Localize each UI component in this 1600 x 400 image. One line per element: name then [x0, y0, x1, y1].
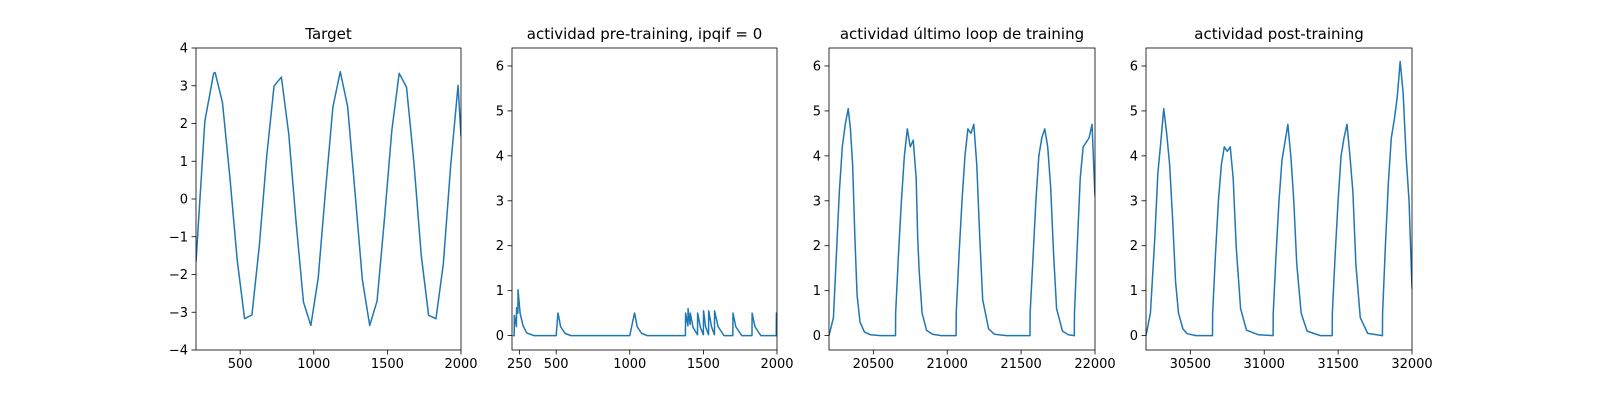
- y-tick-label: 4: [813, 149, 821, 164]
- y-tick-label: 3: [180, 79, 188, 94]
- x-tick-label: 31500: [1317, 357, 1358, 372]
- subplot-4: 30500 31000 31500 32000 0 1 2 3 4 5 6 actividad pos…: [1130, 25, 1433, 372]
- x-tick-label: 2000: [444, 357, 477, 372]
- chart-title: actividad post-training: [1194, 25, 1363, 43]
- x-tick-label: 32000: [1391, 357, 1432, 372]
- y-tick-label: 0: [180, 193, 188, 208]
- axes-frame: [828, 47, 1096, 351]
- subplot-3: 20500 21000 21500 22000 0 1 2 3 4 5 6 actividad últ…: [813, 25, 1116, 372]
- x-tick-label: 1000: [297, 357, 330, 372]
- y-tick-label: −2: [169, 268, 188, 283]
- x-tick-label: 31000: [1244, 357, 1285, 372]
- chart-title: actividad último loop de training: [840, 25, 1084, 43]
- chart-title: Target: [304, 25, 352, 43]
- series-line-1: [829, 107, 1095, 337]
- y-tick-label: 5: [1130, 104, 1138, 119]
- y-tick-label: 3: [813, 194, 821, 209]
- y-tick-label: 2: [496, 239, 504, 254]
- y-tick-label: 2: [813, 239, 821, 254]
- series-line-1: [1146, 60, 1412, 337]
- y-tick-label: −4: [169, 344, 188, 359]
- axes-frame: [1145, 47, 1413, 351]
- x-tick-label: 1500: [371, 357, 404, 372]
- y-tick-label: −1: [169, 230, 188, 245]
- y-tick-label: 5: [813, 104, 821, 119]
- y-tick-label: −3: [169, 306, 188, 321]
- y-tick-label: 5: [496, 104, 504, 119]
- y-tick-label: 3: [1130, 194, 1138, 209]
- series-line-1: [512, 289, 777, 337]
- y-tick-label: 2: [180, 117, 188, 132]
- y-tick-label: 4: [180, 42, 188, 57]
- x-tick-label: 250: [507, 357, 532, 372]
- y-tick-label: 3: [496, 194, 504, 209]
- y-tick-label: 4: [496, 149, 504, 164]
- y-tick-label: 0: [813, 329, 821, 344]
- x-tick-label: 1000: [613, 357, 646, 372]
- x-tick-label: 500: [228, 357, 253, 372]
- series-line-1: [196, 71, 461, 327]
- x-tick-label: 500: [544, 357, 569, 372]
- x-tick-label: 21000: [927, 357, 968, 372]
- x-tick-label: 21500: [1000, 357, 1041, 372]
- x-tick-label: 22000: [1074, 357, 1115, 372]
- y-tick-label: 1: [813, 284, 821, 299]
- y-tick-label: 6: [496, 59, 504, 74]
- subplot-2: 250 500 1000 1500 2000 0 1 2 3 4 5 6 actividad pre-t…: [496, 25, 794, 372]
- y-tick-label: 1: [496, 284, 504, 299]
- x-tick-label: 20500: [853, 357, 894, 372]
- x-tick-label: 2000: [760, 357, 793, 372]
- axes-frame: [195, 47, 462, 351]
- y-tick-label: 1: [1130, 284, 1138, 299]
- y-tick-label: 6: [813, 59, 821, 74]
- y-tick-label: 2: [1130, 239, 1138, 254]
- x-tick-label: 30500: [1170, 357, 1211, 372]
- x-tick-label: 1500: [687, 357, 720, 372]
- y-tick-label: 6: [1130, 59, 1138, 74]
- subplot-1: 500 1000 1500 2000 −4 −3 −2 −1 0 1 2 3 4 Target: [169, 25, 478, 372]
- chart-title: actividad pre-training, ipqif = 0: [527, 25, 763, 43]
- y-tick-label: 4: [1130, 149, 1138, 164]
- y-tick-label: 1: [180, 155, 188, 170]
- y-tick-label: 0: [1130, 329, 1138, 344]
- axes-frame: [511, 47, 778, 351]
- y-tick-label: 0: [496, 329, 504, 344]
